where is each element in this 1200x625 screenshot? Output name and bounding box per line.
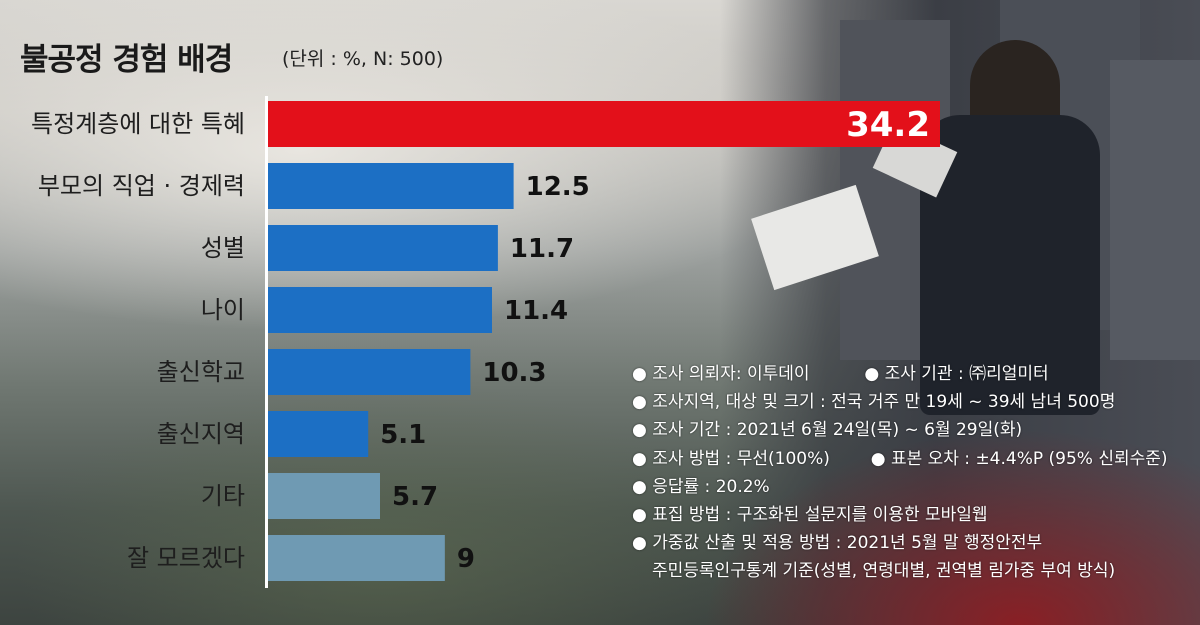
bar bbox=[268, 349, 471, 395]
category-label: 특정계층에 대한 특혜 bbox=[31, 110, 245, 138]
note-row: ● 조사 방법 : 무선(100%) ● 표본 오차 : ±4.4%P (95%… bbox=[632, 445, 1192, 473]
value-label: 9 bbox=[457, 544, 475, 574]
bar bbox=[268, 411, 369, 457]
value-label: 34.2 bbox=[846, 105, 930, 145]
value-label: 5.7 bbox=[392, 482, 438, 512]
note-requester: ● 조사 의뢰자: 이투데이 bbox=[632, 364, 810, 384]
note-response-rate: ● 응답률 : 20.2% bbox=[632, 476, 770, 497]
value-label: 11.7 bbox=[510, 234, 574, 264]
y-axis-line bbox=[265, 96, 268, 588]
bar bbox=[268, 535, 445, 581]
value-label: 11.4 bbox=[504, 296, 568, 326]
chart-title: 불공정 경험 배경 bbox=[20, 42, 233, 78]
survey-notes: ● 조사 의뢰자: 이투데이 ● 조사 기관 : ㈜리얼미터 ● 조사지역, 대… bbox=[632, 360, 1192, 586]
category-label: 출신학교 bbox=[157, 358, 245, 386]
note-agency: ● 조사 기관 : ㈜리얼미터 bbox=[864, 364, 1049, 384]
category-label: 기타 bbox=[201, 482, 245, 510]
bar bbox=[268, 287, 492, 333]
category-label: 성별 bbox=[201, 234, 245, 262]
note-error: ● 표본 오차 : ±4.4%P (95% 신뢰수준) bbox=[870, 448, 1168, 469]
note-weighting: ● 가중값 산출 및 적용 방법 : 2021년 5월 말 행정안전부 bbox=[632, 533, 1043, 554]
note-weighting-detail: 주민등록인구통계 기준(성별, 연령대별, 권역별 림가중 부여 방식) bbox=[652, 561, 1116, 582]
category-label: 부모의 직업 · 경제력 bbox=[38, 172, 245, 200]
bar bbox=[268, 163, 514, 209]
bar bbox=[268, 225, 498, 271]
value-label: 10.3 bbox=[482, 358, 546, 388]
category-label: 잘 모르겠다 bbox=[127, 544, 245, 572]
value-label: 12.5 bbox=[526, 172, 590, 202]
chart-unit: (단위 : %, N: 500) bbox=[282, 48, 444, 70]
bar bbox=[268, 101, 940, 147]
note-row: ● 조사 의뢰자: 이투데이 ● 조사 기관 : ㈜리얼미터 bbox=[632, 360, 1192, 388]
note-method: ● 조사 방법 : 무선(100%) bbox=[632, 448, 830, 469]
note-scope: ● 조사지역, 대상 및 크기 : 전국 거주 만 19세 ~ 39세 남녀 5… bbox=[632, 392, 1116, 413]
bar bbox=[268, 473, 380, 519]
category-label: 출신지역 bbox=[157, 420, 245, 448]
category-label: 나이 bbox=[201, 296, 245, 324]
note-sampling: ● 표집 방법 : 구조화된 설문지를 이용한 모바일웹 bbox=[632, 505, 988, 526]
note-period: ● 조사 기간 : 2021년 6월 24일(목) ~ 6월 29일(화) bbox=[632, 420, 1023, 441]
value-label: 5.1 bbox=[380, 420, 426, 450]
